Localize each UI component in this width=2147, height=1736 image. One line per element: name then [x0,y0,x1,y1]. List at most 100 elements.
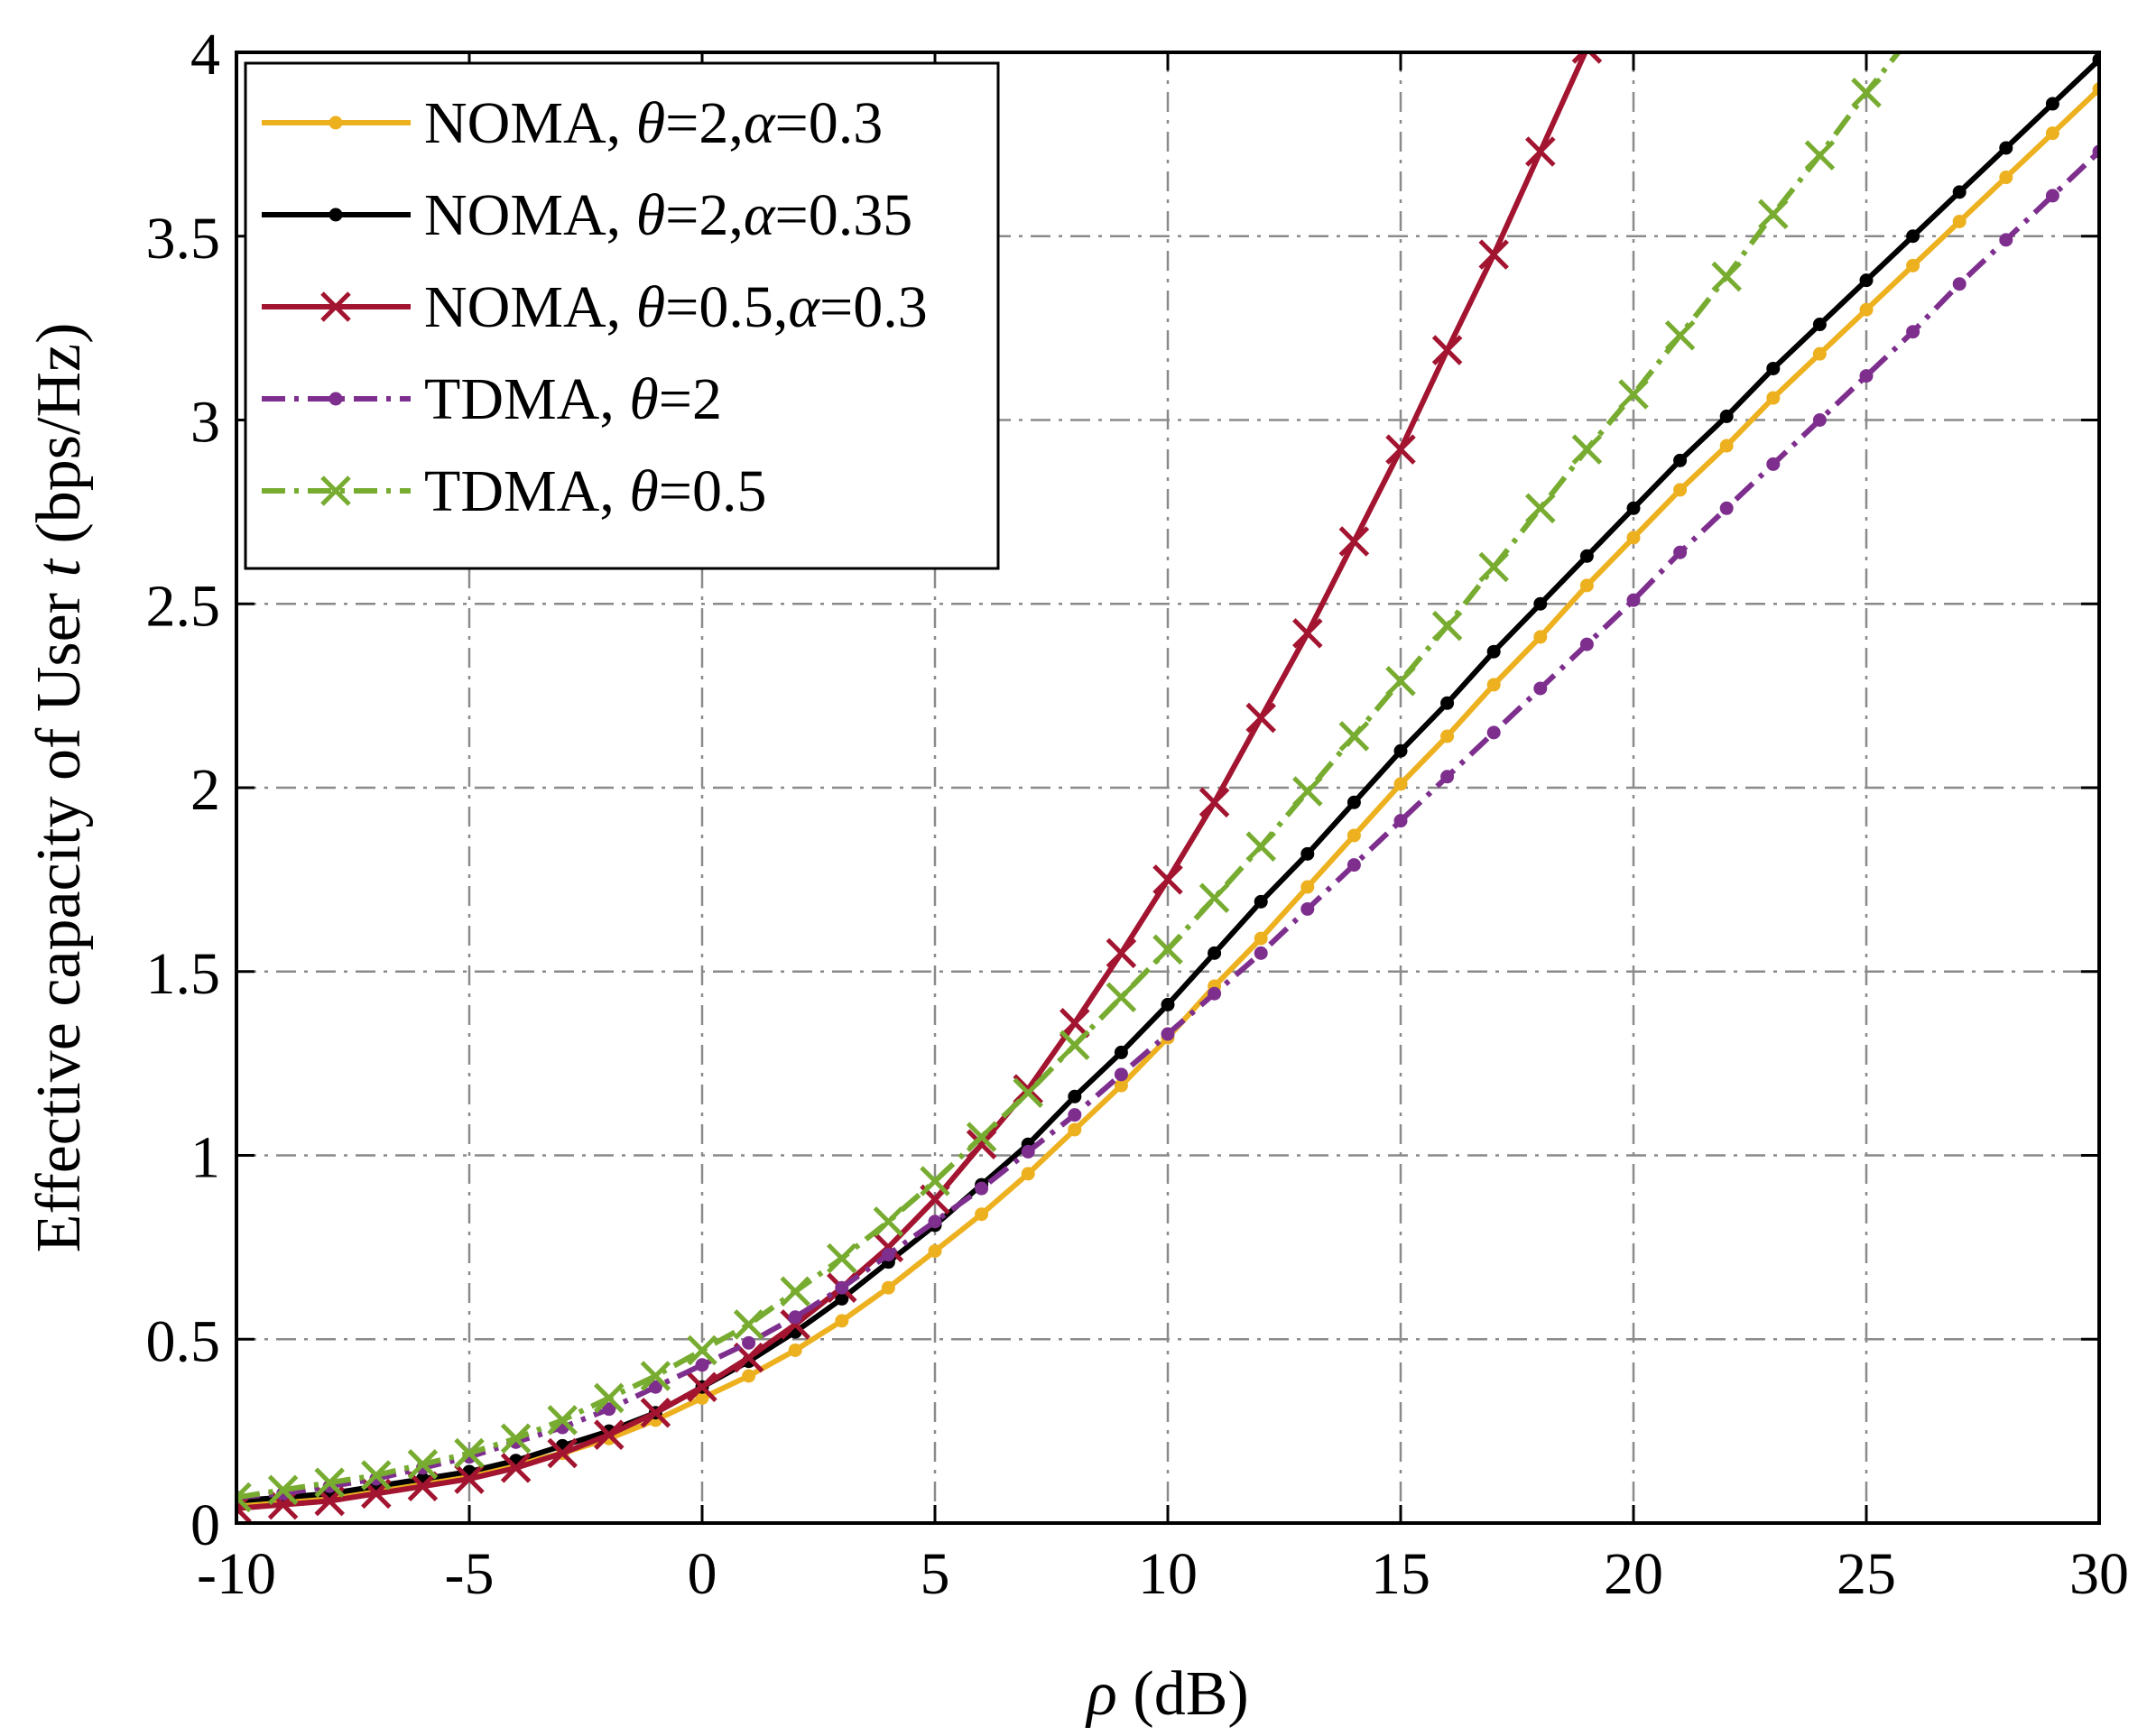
legend-item-5: TDMA, θ=0.5 [262,458,766,524]
data-point [1626,593,1641,607]
data-point [1859,273,1874,288]
data-point [500,1453,532,1483]
data-point [1812,346,1827,361]
data-point [454,1464,485,1494]
legend-marker [329,392,343,406]
data-point [881,1248,895,1262]
data-point [1347,828,1361,843]
data-point [1068,1108,1082,1122]
series-line [236,52,1588,1511]
legend-item-3: NOMA, θ=0.5,α=0.3 [262,274,928,340]
data-point [1338,526,1370,557]
y-tick-label: 4 [190,22,220,88]
data-point [1385,434,1416,465]
data-point [1999,233,2013,247]
legend-label-part: θ [636,90,665,156]
legend-label: TDMA, θ=0.5 [424,458,766,524]
legend-marker [320,476,351,506]
data-point [1431,610,1463,642]
legend-item-2: NOMA, θ=2,α=0.35 [262,182,912,248]
data-point [1208,946,1222,960]
series-group [236,21,2099,1523]
data-point [873,1206,904,1237]
data-point [1300,880,1315,894]
legend-label-prefix: NOMA, [424,274,636,340]
data-point [1021,1167,1035,1181]
data-point [1292,776,1323,807]
x-tick-label: 10 [1138,1541,1198,1607]
data-point [1626,501,1641,515]
data-point [407,1471,439,1502]
x-axis-label-symbol: ρ [1085,1659,1117,1729]
legend-label: NOMA, θ=0.5,α=0.3 [424,274,928,340]
data-point [1161,1027,1175,1041]
legend-label-part: α [744,90,776,156]
x-tick-label: 30 [2069,1541,2129,1607]
legend-label-prefix: NOMA, [424,90,636,156]
data-point [1198,882,1230,914]
data-point [1900,21,1927,48]
data-point [267,1474,299,1506]
data-point [1021,1144,1035,1159]
legend-label-prefix: TDMA, [424,366,629,432]
data-point [742,1335,756,1350]
legend-label: NOMA, θ=2,α=0.3 [424,90,883,156]
y-axis-label-symbol: t [24,559,94,577]
data-point [835,1280,849,1295]
data-point [2045,189,2059,203]
data-point [640,1361,671,1391]
data-point [1152,864,1183,895]
data-point [1766,457,1781,471]
data-point [1106,937,1137,969]
legend-label-part: =2, [665,90,744,156]
data-point [1245,831,1276,862]
data-point [1812,413,1827,427]
y-tick-label: 0.5 [146,1308,221,1374]
data-point [1486,725,1501,740]
legend-label-part: =0.35 [775,182,913,248]
data-point [1486,678,1501,692]
legend-label-part: =0.5 [659,458,767,524]
x-tick-label: 0 [688,1541,717,1607]
data-point [1152,934,1183,965]
data-point [1952,277,1967,291]
legend-label-prefix: TDMA, [424,458,629,524]
data-point [1804,140,1836,171]
data-point [1673,453,1688,467]
legend-label-part: =0.5, [665,274,788,340]
data-point [881,1280,895,1295]
data-point [1719,439,1734,453]
y-tick-label: 2.5 [146,573,221,639]
legend-item-1: NOMA, θ=2,α=0.3 [262,90,883,156]
data-point [1068,1122,1082,1137]
data-point [1766,391,1781,405]
data-point [1812,318,1827,332]
legend-label: TDMA, θ=2 [424,366,722,432]
data-point [1859,369,1874,383]
x-tick-label: 20 [1604,1541,1663,1607]
data-point [547,1405,578,1436]
legend-box [244,61,1000,570]
x-axis-label: ρ (dB) [1085,1659,1248,1729]
x-tick-labels: -10 -5 0 5 10 15 20 25 30 [197,1541,2129,1607]
data-point [1999,171,2013,185]
data-point [966,1122,997,1152]
data-point [1385,666,1416,697]
data-point [1673,545,1688,559]
data-point [827,1242,857,1274]
data-point [1719,409,1734,423]
legend-marker [329,208,343,222]
data-point [975,1207,989,1222]
x-tick-label: -5 [445,1541,495,1607]
data-point [1579,549,1594,563]
data-point [1478,239,1509,270]
data-point [1393,777,1408,791]
y-tick-label: 3.5 [146,206,221,272]
y-tick-labels: 0 0.5 1 1.5 2 2.5 3 3.5 4 [146,22,221,1558]
legend-marker [329,115,343,130]
data-point [1338,721,1370,752]
data-point [1673,483,1688,497]
legend-label-part: =2 [659,366,722,432]
legend-marker [320,291,351,322]
